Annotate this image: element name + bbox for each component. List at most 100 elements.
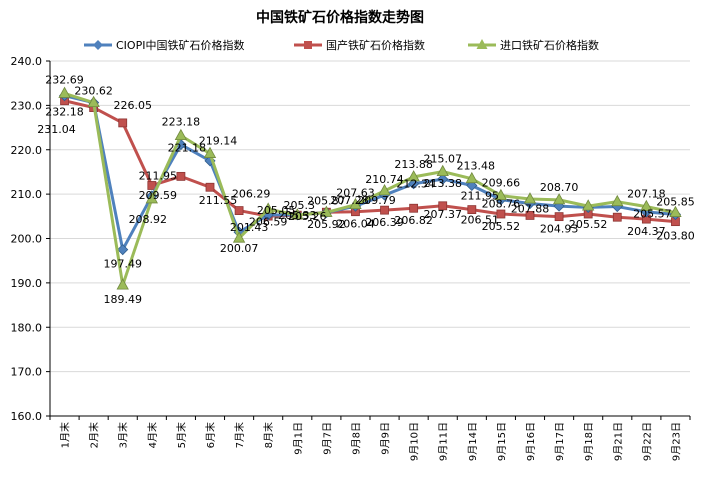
legend: CIOPI中国铁矿石价格指数 国产铁矿石价格指数 进口铁矿石价格指数	[84, 38, 599, 52]
data-label: 207.28	[330, 194, 369, 207]
data-label: 205.52	[482, 220, 521, 233]
data-label: 189.49	[103, 293, 142, 306]
data-label: 206.59	[249, 215, 288, 228]
x-tick-label: 9月15日	[496, 422, 508, 461]
data-label: 205.57	[633, 208, 672, 221]
data-label: 204.37	[627, 225, 666, 238]
data-label: 205.26	[288, 210, 327, 223]
legend-label: 国产铁矿石价格指数	[326, 38, 425, 52]
data-label: 205.92	[307, 218, 346, 231]
data-point-marker	[349, 197, 362, 210]
data-point-marker	[205, 182, 215, 192]
data-point-marker	[118, 118, 128, 128]
data-point-marker	[436, 164, 449, 177]
y-tick-label: 240.0	[11, 55, 43, 68]
data-label: 210.74	[365, 173, 404, 186]
y-tick-label: 190.0	[11, 277, 43, 290]
data-point-marker	[176, 171, 186, 181]
x-tick-label: 9月7日	[321, 422, 333, 455]
data-point-marker	[494, 188, 508, 201]
y-tick-label: 230.0	[11, 99, 43, 112]
data-label: 207.88	[511, 203, 550, 216]
data-label: 209.59	[139, 189, 178, 202]
x-tick-label: 9月9日	[380, 422, 392, 455]
data-point-marker	[669, 205, 682, 217]
data-label: 221.18	[168, 142, 207, 155]
data-point-marker	[234, 206, 244, 215]
data-label: 203.80	[656, 230, 695, 243]
data-label: 206.29	[232, 188, 271, 201]
data-label: 211.55	[199, 194, 238, 207]
data-label: 209.79	[357, 194, 396, 207]
data-point-marker	[320, 205, 333, 217]
legend-item-2: 进口铁矿石价格指数	[468, 38, 599, 52]
data-label: 208.70	[540, 181, 579, 194]
data-point-marker	[291, 208, 304, 220]
x-tick-label: 9月23日	[670, 422, 682, 461]
data-point-marker	[611, 194, 624, 207]
x-tick-label: 9月22日	[641, 422, 653, 461]
data-label: 223.18	[162, 116, 201, 129]
series-2	[58, 86, 682, 290]
data-point-marker	[147, 181, 157, 190]
data-point-marker	[612, 212, 622, 222]
data-label: 231.04	[37, 123, 76, 136]
data-point-marker	[437, 173, 449, 185]
y-tick-label: 220.0	[11, 144, 43, 157]
x-tick-label: 3月末	[117, 422, 130, 448]
data-label: 226.05	[113, 99, 152, 112]
data-point-marker	[523, 192, 537, 204]
y-tick-label: 200.0	[11, 233, 43, 246]
y-tick-label: 160.0	[11, 410, 43, 423]
data-label: 211.95	[139, 169, 178, 182]
data-label: 219.14	[199, 135, 238, 148]
data-label: 204.93	[540, 223, 579, 236]
legend-item-0: CIOPI中国铁矿石价格指数	[84, 38, 244, 52]
legend-item-1: 国产铁矿石价格指数	[294, 38, 425, 52]
chart-title: 中国铁矿石价格指数走势图	[256, 9, 424, 26]
data-point-marker	[117, 244, 129, 256]
x-tick-label: 9月14日	[467, 422, 479, 461]
data-label: 211.95	[461, 189, 500, 202]
data-point-marker	[262, 202, 275, 214]
x-tick-label: 9月1日	[292, 422, 304, 455]
data-label: 205.33	[278, 209, 317, 222]
data-label: 206.51	[461, 214, 500, 227]
y-tick-label: 180.0	[11, 321, 43, 334]
data-point-marker	[87, 95, 100, 108]
data-point-marker	[203, 146, 217, 158]
data-label: 207.37	[423, 208, 462, 221]
data-label: 200.07	[220, 242, 259, 255]
x-tick-label: 1月末	[59, 422, 72, 448]
data-label: 215.07	[423, 153, 462, 166]
data-point-marker	[438, 201, 448, 211]
series-layer	[58, 86, 682, 290]
x-tick-label: 9月8日	[350, 422, 362, 455]
legend-marker	[304, 41, 312, 49]
x-tick-label: 9月11日	[438, 422, 450, 461]
x-tick-label: 9月18日	[583, 422, 595, 461]
y-tick-label: 170.0	[11, 366, 43, 379]
data-label: 208.92	[129, 213, 168, 226]
data-point-marker	[552, 193, 566, 205]
data-point-marker	[116, 278, 129, 290]
data-label: 213.48	[457, 160, 496, 173]
data-label: 207.63	[336, 187, 375, 200]
legend-label: CIOPI中国铁矿石价格指数	[116, 38, 244, 52]
series-line	[64, 99, 676, 224]
data-label: 212.34	[396, 178, 435, 191]
grid	[50, 60, 690, 417]
data-label: 232.69	[45, 73, 84, 86]
x-tick-label: 7月末	[233, 422, 246, 448]
data-label: 206.82	[394, 214, 433, 227]
data-point-marker	[640, 199, 653, 212]
data-point-marker	[378, 184, 391, 196]
x-tick-label: 8月末	[262, 422, 275, 448]
series-line	[64, 92, 676, 287]
data-label: 205.52	[569, 218, 608, 231]
data-label: 213.88	[394, 158, 433, 171]
x-tick-label: 6月末	[204, 422, 217, 448]
data-point-marker	[58, 86, 71, 98]
data-point-marker	[554, 212, 564, 222]
